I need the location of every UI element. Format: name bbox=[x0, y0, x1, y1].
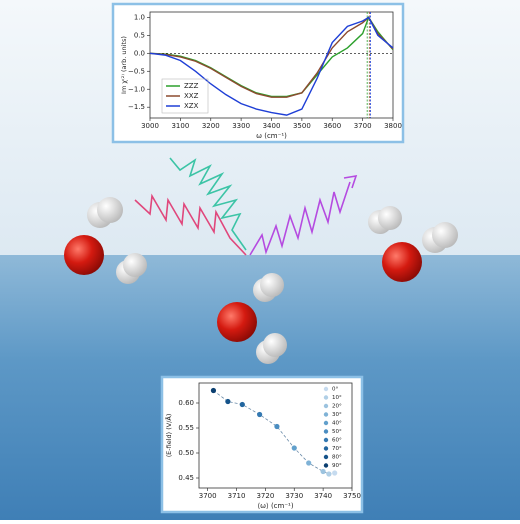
molecule bbox=[64, 197, 147, 284]
legend-label: 20° bbox=[332, 404, 342, 410]
y-axis-label: ⟨E-field⟩ (V/Å) bbox=[164, 414, 173, 458]
x-tick-label: 3000 bbox=[141, 122, 159, 130]
y-tick-label: 0.0 bbox=[134, 49, 145, 57]
x-tick-label: 3750 bbox=[343, 492, 361, 500]
inset-bottom bbox=[160, 375, 364, 514]
legend-swatch bbox=[323, 454, 329, 460]
legend-swatch bbox=[323, 412, 329, 417]
series-line bbox=[149, 16, 394, 116]
trend-line bbox=[213, 390, 335, 475]
y-axis-label: Im χ⁽²⁾ (arb. units) bbox=[120, 36, 128, 94]
x-tick-label: 3730 bbox=[285, 492, 303, 500]
ir-beam bbox=[169, 157, 247, 251]
sfg-beam bbox=[249, 181, 351, 256]
x-tick-label: 3800 bbox=[384, 122, 402, 130]
x-tick-label: 3100 bbox=[171, 122, 189, 130]
x-tick-label: 3500 bbox=[293, 122, 311, 130]
point bbox=[239, 401, 245, 408]
legend-label: XXZ bbox=[184, 92, 199, 100]
legend-swatch bbox=[323, 463, 329, 468]
legend-box bbox=[161, 78, 209, 114]
point bbox=[225, 398, 231, 405]
legend-swatch bbox=[323, 446, 329, 451]
y-tick-label: 1.0 bbox=[134, 13, 145, 21]
vis-beam bbox=[134, 193, 247, 256]
legend-label: 80° bbox=[332, 455, 342, 461]
legend-label: 90° bbox=[332, 463, 342, 469]
x-tick-label: 3400 bbox=[263, 122, 281, 130]
molecule bbox=[217, 273, 287, 364]
y-tick-label: −1.5 bbox=[128, 103, 145, 111]
y-tick-label: −1.0 bbox=[128, 85, 145, 93]
legend-label: 10° bbox=[332, 395, 342, 401]
point bbox=[257, 411, 263, 418]
x-tick-label: 3200 bbox=[202, 122, 220, 130]
x-tick-label: 3720 bbox=[256, 492, 274, 500]
legend-swatch bbox=[323, 420, 329, 426]
legend-label: 50° bbox=[332, 429, 342, 435]
plot-frame bbox=[198, 382, 353, 489]
legend-label: ZZZ bbox=[184, 82, 199, 90]
point bbox=[291, 445, 297, 451]
legend-swatch bbox=[323, 429, 329, 434]
point bbox=[320, 468, 326, 475]
y-tick-label: 0.60 bbox=[178, 399, 194, 407]
point bbox=[210, 387, 217, 394]
x-tick-label: 3700 bbox=[199, 492, 217, 500]
y-tick-label: −0.5 bbox=[128, 67, 145, 75]
legend-label: 60° bbox=[332, 438, 342, 444]
legend-swatch bbox=[323, 386, 329, 392]
legend-label: 70° bbox=[332, 446, 342, 452]
arrow-head bbox=[343, 174, 358, 189]
point bbox=[306, 460, 312, 466]
legend-swatch bbox=[323, 437, 329, 443]
x-tick-label: 3700 bbox=[354, 122, 372, 130]
x-tick-label: 3600 bbox=[323, 122, 341, 130]
legend-label: 30° bbox=[332, 412, 342, 418]
point bbox=[326, 471, 332, 477]
x-tick-label: 3300 bbox=[232, 122, 250, 130]
x-tick-label: 3710 bbox=[228, 492, 246, 500]
legend-label: 40° bbox=[332, 421, 342, 427]
point bbox=[332, 470, 338, 476]
x-tick-label: 3740 bbox=[314, 492, 332, 500]
series-line bbox=[149, 16, 394, 98]
point bbox=[274, 423, 280, 430]
legend-label: 0° bbox=[332, 387, 338, 393]
molecule bbox=[368, 206, 458, 282]
x-axis-label: ⟨ω⟩ (cm⁻¹) bbox=[257, 502, 293, 510]
y-tick-label: 0.50 bbox=[178, 449, 194, 457]
y-tick-label: 0.45 bbox=[178, 474, 194, 482]
legend-label: XZX bbox=[184, 102, 199, 110]
legend-swatch bbox=[323, 403, 329, 409]
x-axis-label: ω (cm⁻¹) bbox=[256, 132, 287, 140]
y-tick-label: 0.55 bbox=[178, 424, 194, 432]
y-tick-label: 0.5 bbox=[134, 31, 145, 39]
legend-swatch bbox=[323, 395, 329, 400]
